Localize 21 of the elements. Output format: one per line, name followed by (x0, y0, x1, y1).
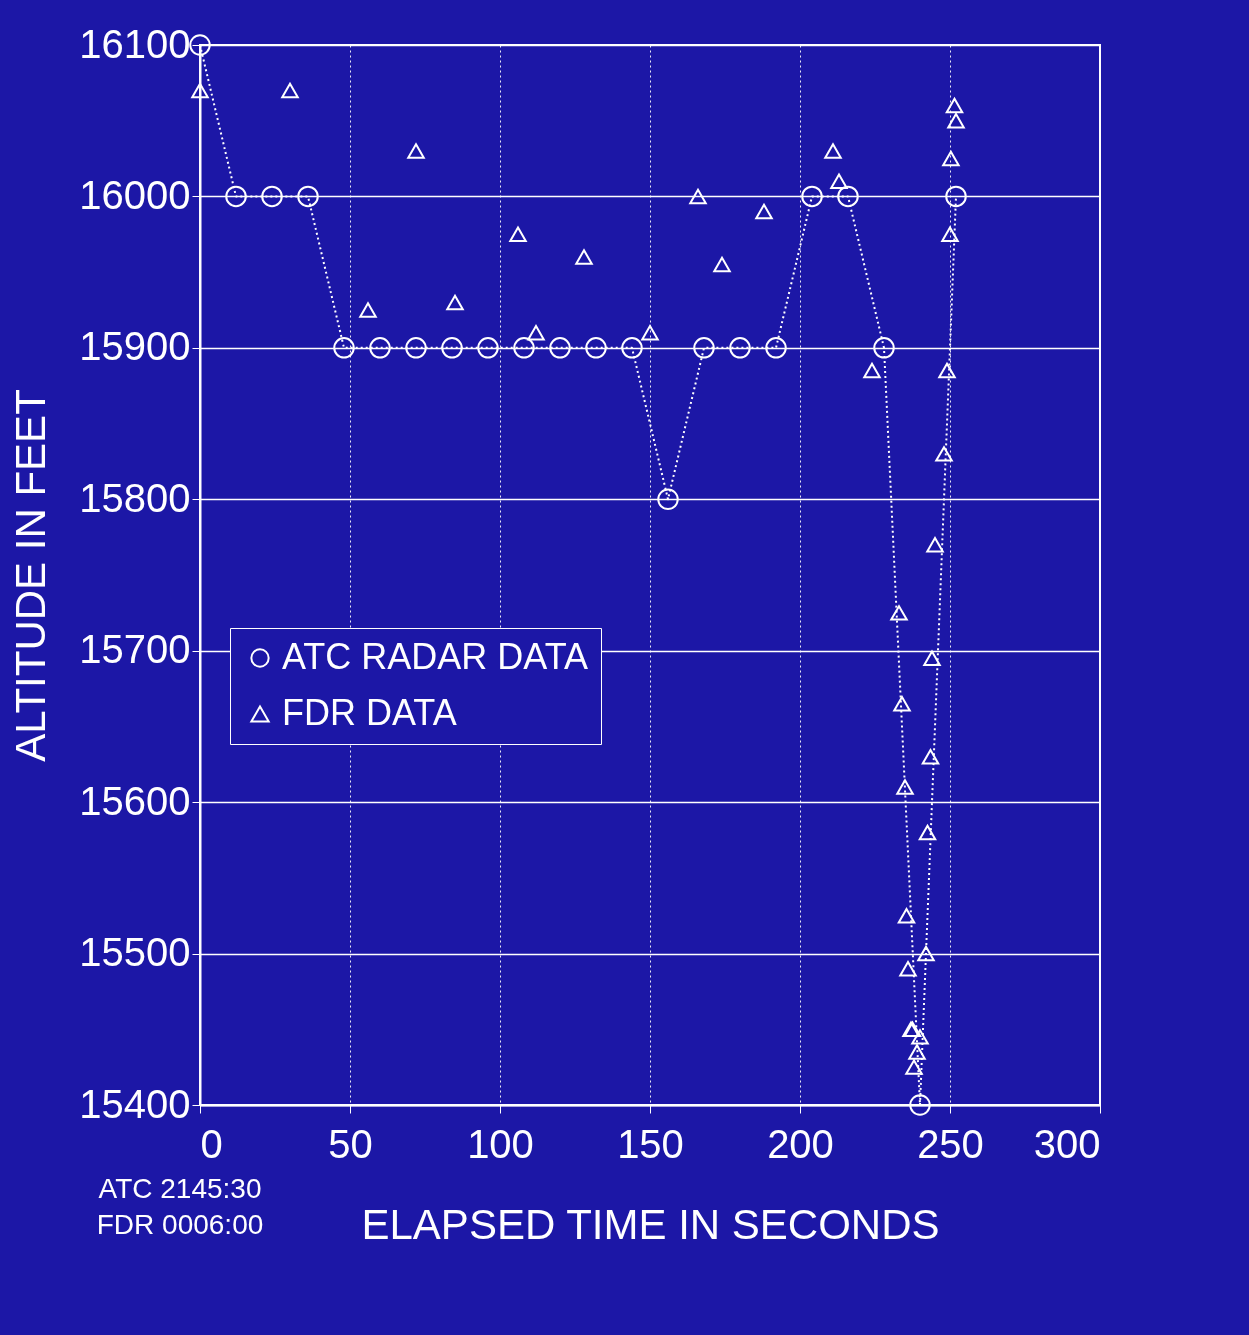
y-tick-label: 15500 (79, 930, 191, 975)
y-tick-label: 16100 (79, 21, 191, 66)
y-tick-label: 15600 (79, 778, 191, 823)
y-tick-label: 15800 (79, 475, 191, 520)
x-tick-label: 100 (467, 1121, 534, 1166)
x-tick-label: 0 (200, 1121, 223, 1166)
x-tick-label: 150 (617, 1121, 684, 1166)
x-axis-title: ELAPSED TIME IN SECONDS (361, 1200, 940, 1248)
y-tick-label: 15400 (79, 1081, 191, 1126)
y-axis-title: ALTITUDE IN FEET (7, 389, 55, 762)
y-tick-label: 16000 (79, 172, 191, 217)
x-tick-label: 250 (917, 1121, 984, 1166)
x-tick-label: 300 (1033, 1121, 1101, 1166)
text: FDR 0006:00 (96, 1209, 264, 1240)
legend-label: FDR DATA (282, 692, 457, 733)
y-tick-label: 15900 (79, 324, 191, 369)
x-tick-label: 200 (767, 1121, 834, 1166)
y-tick-label: 15700 (79, 627, 191, 672)
text: ATC 2145:30 (98, 1173, 262, 1204)
legend-label: ATC RADAR DATA (282, 636, 589, 677)
x-tick-label: 50 (328, 1121, 373, 1166)
